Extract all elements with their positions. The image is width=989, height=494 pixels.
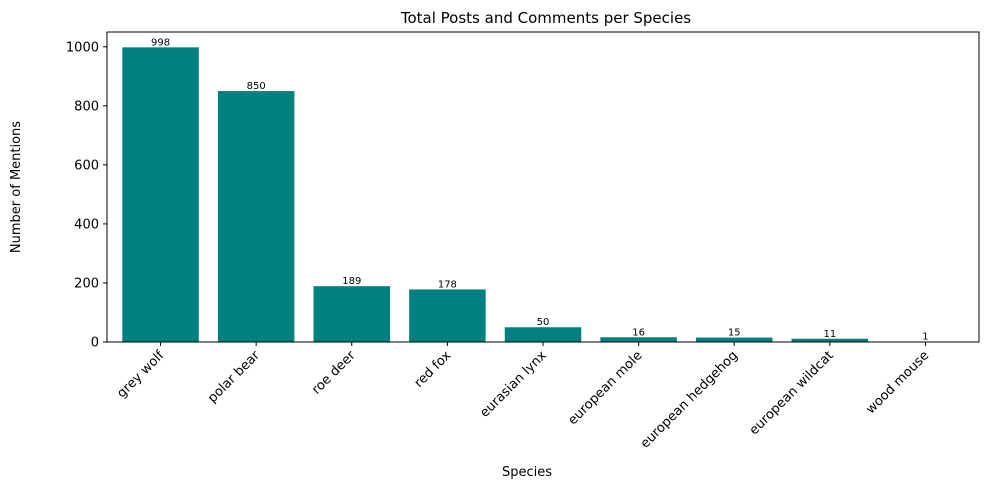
bar-value-label: 850 xyxy=(247,81,266,92)
bar-value-label: 189 xyxy=(342,276,361,287)
chart-title: Total Posts and Comments per Species xyxy=(400,9,691,27)
y-axis-label: Number of Mentions xyxy=(9,121,24,253)
bar xyxy=(122,47,198,342)
bar xyxy=(409,289,485,342)
x-tick-label: european hedgehog xyxy=(638,348,741,451)
bar xyxy=(314,286,390,342)
x-axis-label: Species xyxy=(502,465,552,480)
y-tick-label: 1000 xyxy=(66,40,99,55)
bar xyxy=(505,327,581,342)
y-tick-label: 200 xyxy=(74,276,99,291)
x-tick-label: european wildcat xyxy=(747,348,837,438)
bar xyxy=(218,91,294,342)
x-tick-label: eurasian lynx xyxy=(477,348,550,421)
x-tick-label: wood mouse xyxy=(863,348,932,417)
x-tick-label: red fox xyxy=(412,348,455,391)
bar-value-label: 178 xyxy=(438,279,457,290)
y-tick-label: 800 xyxy=(74,99,99,114)
y-tick-label: 400 xyxy=(74,217,99,232)
x-tick-label: roe deer xyxy=(309,348,359,398)
x-tick-label: polar bear xyxy=(205,348,263,406)
plot-area: 0 200 400 600 800 1000 998 grey wolf 850 polar be… xyxy=(66,37,964,451)
x-tick-label: european mole xyxy=(565,348,645,428)
bar-value-label: 15 xyxy=(728,328,741,339)
y-tick-label: 600 xyxy=(74,158,99,173)
bar-value-label: 16 xyxy=(632,327,645,338)
bar-value-label: 1 xyxy=(922,332,928,343)
y-tick-label: 0 xyxy=(91,336,99,351)
bar-value-label: 50 xyxy=(537,317,550,328)
bar-value-label: 998 xyxy=(151,37,170,48)
bar-value-label: 11 xyxy=(823,329,836,340)
x-tick-label: grey wolf xyxy=(114,348,167,401)
